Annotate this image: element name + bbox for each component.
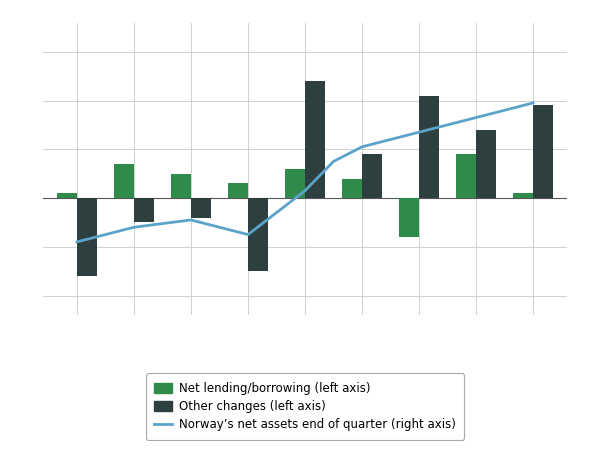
Bar: [476, 130, 496, 198]
Bar: [305, 81, 325, 198]
Bar: [419, 96, 439, 198]
Bar: [248, 198, 268, 271]
Bar: [285, 169, 305, 198]
Bar: [342, 179, 362, 198]
Text: 2021: 2021: [299, 336, 331, 348]
Bar: [191, 198, 211, 217]
Text: 2023: 2023: [470, 336, 502, 348]
Bar: [57, 193, 77, 198]
Bar: [171, 174, 191, 198]
Legend: Net lending/borrowing (left axis), Other changes (left axis), Norway’s net asset: Net lending/borrowing (left axis), Other…: [146, 374, 464, 440]
Bar: [399, 198, 419, 237]
Bar: [77, 198, 97, 276]
Bar: [114, 164, 134, 198]
Bar: [134, 198, 154, 222]
Bar: [533, 105, 553, 198]
Bar: [456, 154, 476, 198]
Bar: [513, 193, 533, 198]
Bar: [362, 154, 382, 198]
Text: 2019: 2019: [128, 336, 160, 348]
Bar: [228, 184, 248, 198]
